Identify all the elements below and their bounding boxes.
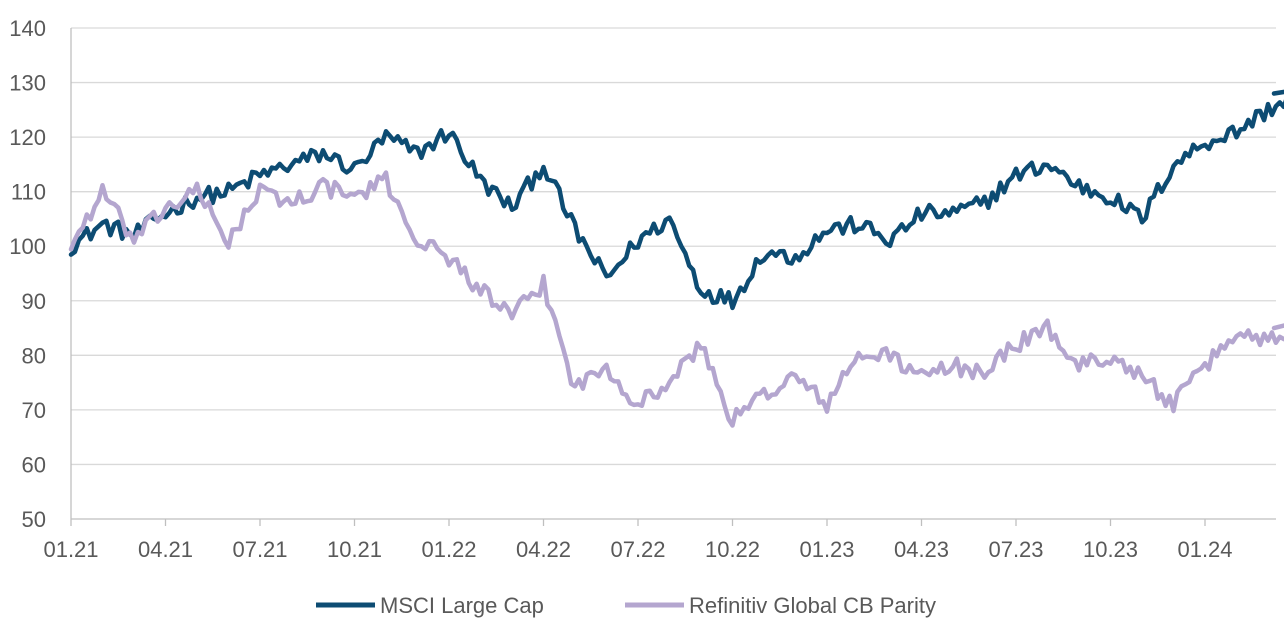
y-tick-label: 130 [9,71,46,96]
y-tick-label: 70 [22,398,46,423]
legend-label: MSCI Large Cap [380,593,544,618]
series-lines [68,89,1284,428]
y-tick-label: 140 [9,16,46,41]
series-line-msci-large-cap [68,89,1284,311]
x-tick-label: 01.23 [799,537,854,562]
x-tick-label: 01.22 [421,537,476,562]
x-tick-label: 04.23 [894,537,949,562]
x-tick-label: 10.21 [327,537,382,562]
y-tick-label: 110 [11,180,46,205]
x-tick-label: 07.22 [610,537,665,562]
y-tick-label: 60 [22,452,46,477]
x-tick-label: 01.21 [43,537,98,562]
y-tick-label: 90 [22,289,46,314]
gridlines [71,27,1276,466]
y-tick-label: 80 [22,343,46,368]
x-tick-label: 10.23 [1083,537,1138,562]
y-tick-label: 50 [22,507,46,532]
axes: 50 60 70 80 90 100 110 120 130 140 01.21 04.21 07.21… [9,16,1276,562]
x-tick-label: 01.24 [1177,537,1232,562]
series-line-refinitiv-global-cb-parity [68,170,1284,428]
x-tick-label: 07.23 [988,537,1043,562]
x-tick-label: 10.22 [705,537,760,562]
x-tick-label: 07.21 [232,537,287,562]
x-tick-label: 04.22 [516,537,571,562]
legend: MSCI Large Cap Refinitiv Global CB Parity [316,593,936,618]
x-tick-label: 04.21 [138,537,193,562]
y-tick-label: 120 [9,125,46,150]
y-tick-label: 100 [9,234,46,259]
legend-label: Refinitiv Global CB Parity [689,593,936,618]
